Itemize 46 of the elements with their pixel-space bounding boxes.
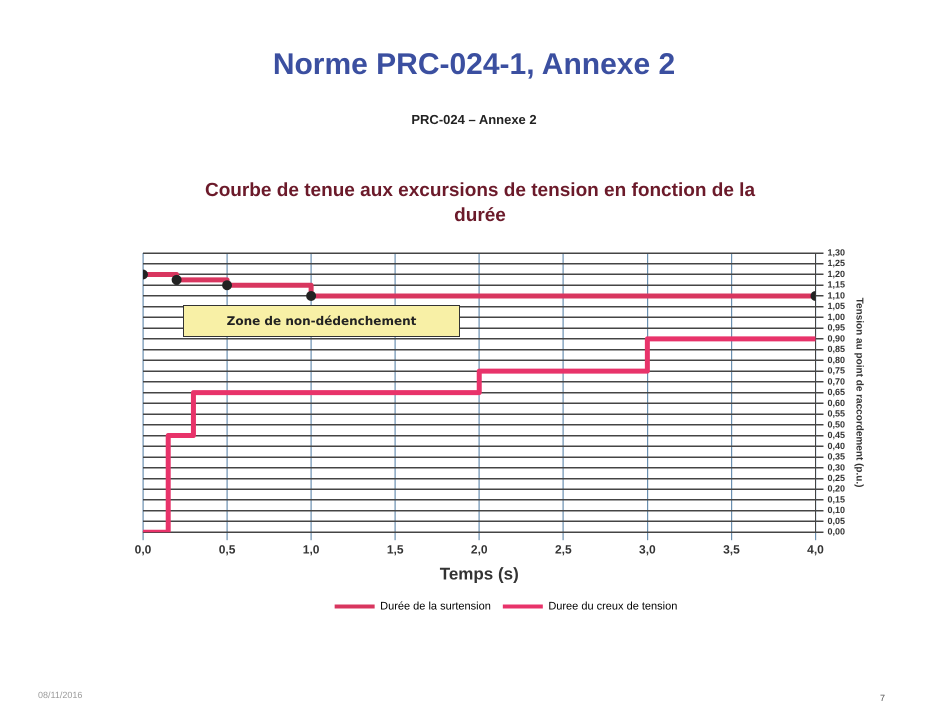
x-tick-label: 1,0 — [302, 542, 320, 557]
y-tick-label: 1,05 — [827, 301, 846, 312]
legend-label: Duree du creux de tension — [548, 600, 678, 613]
x-tick-label: 2,0 — [470, 542, 488, 557]
y-tick-label: 1,00 — [827, 312, 846, 322]
y-tick-label: 0,70 — [827, 376, 846, 386]
text: 7 — [880, 693, 886, 703]
x-tick-label: 2,5 — [554, 542, 572, 557]
y-tick-label: 0,20 — [827, 484, 846, 494]
text: Courbe de tenue aux excursions de tension en fonction de la durée — [204, 179, 756, 228]
y-tick-label: 0,50 — [827, 419, 846, 430]
y-tick-label: 1,15 — [827, 280, 846, 290]
chart-title: Norme PRC-024-1, Annexe 2 — [272, 48, 676, 82]
y-tick-label: 0,35 — [827, 452, 846, 462]
y-tick-label: 1,25 — [827, 258, 846, 268]
y-tick-label: 0,05 — [827, 516, 846, 526]
y-tick-label: 0,30 — [827, 462, 846, 472]
y-tick-label: 0,65 — [827, 387, 846, 398]
y-tick-label: 0,10 — [827, 505, 846, 516]
y-tick-label: 0,60 — [827, 398, 846, 408]
legend-label: Durée de la surtension — [380, 600, 491, 613]
y-tick-label: 0,55 — [827, 408, 846, 419]
y-tick-label: 0,85 — [827, 344, 846, 354]
y-tick-label: 0,00 — [827, 526, 846, 537]
x-axis-title: Temps (s) — [440, 564, 519, 584]
text: 08/11/2016 — [38, 690, 82, 700]
chart-subtitle: PRC-024 – Annexe 2 — [410, 112, 538, 127]
x-tick-label: 4,0 — [807, 542, 824, 557]
y-tick-label: 1,30 — [827, 247, 846, 258]
y-tick-label: 0,90 — [827, 333, 846, 344]
label-box: Zone de non-dédenchement — [183, 305, 460, 337]
y-tick-label: 0,45 — [827, 430, 846, 440]
y-tick-label: 1,10 — [827, 290, 846, 300]
y-tick-label: 0,15 — [827, 494, 846, 504]
x-tick-label: 0,5 — [218, 542, 236, 557]
y-tick-label: 0,80 — [827, 354, 846, 365]
y-tick-label: 0,40 — [827, 440, 846, 451]
x-tick-label: 0,0 — [134, 542, 152, 557]
x-tick-label: 1,5 — [386, 542, 404, 557]
y-axis-title: Tension au point de raccordement (p.u.) — [853, 298, 864, 488]
x-tick-label: 3,5 — [723, 542, 740, 557]
y-tick-label: 0,25 — [827, 472, 846, 483]
y-tick-label: 0,75 — [827, 366, 846, 376]
y-tick-label: 0,95 — [827, 322, 846, 333]
y-tick-label: 1,20 — [827, 268, 846, 279]
x-tick-label: 3,0 — [639, 542, 656, 557]
